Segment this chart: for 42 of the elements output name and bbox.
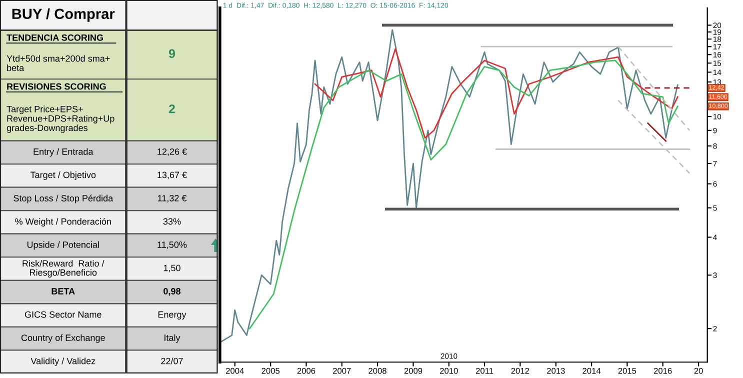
line-series: [220, 29, 678, 344]
line-series: [314, 48, 678, 139]
x-tick-label: 2014: [582, 368, 601, 374]
text: 1,50: [164, 264, 180, 272]
category-label: Upside / Potencial: [27, 241, 99, 250]
category-label: Validity / Validez: [30, 358, 96, 366]
category-label: Stop Loss / Stop Pérdida: [14, 194, 114, 204]
text: 22/07: [161, 358, 183, 364]
text: BUY / Comprar: [12, 8, 115, 22]
category-label: Target / Objetivo: [30, 171, 96, 180]
text: 12,26 €: [158, 148, 187, 156]
category-label: GICS Sector Name: [24, 311, 102, 318]
x-tick-label: 2010: [440, 368, 458, 374]
x-tick-label: 2007: [333, 368, 351, 374]
x-tick-label: 2009: [404, 368, 422, 374]
line-series: [249, 60, 678, 330]
text: 11,32 €: [158, 194, 187, 202]
category-label: % Weight / Ponderación: [15, 218, 111, 226]
category-label: Risk/Reward Ratio / Riesgo/Beneficio: [22, 260, 104, 278]
text: 0,98: [164, 288, 180, 296]
text: Italy: [164, 334, 180, 343]
text: 13,67 €: [158, 172, 187, 180]
x-tick-label: 2004: [226, 368, 244, 374]
x-tick-label: 2006: [297, 368, 316, 374]
x-tick-label: 2005: [262, 368, 280, 374]
category-label: Entry / Entrada: [34, 148, 94, 157]
text: 2: [168, 104, 175, 114]
x-tick-label: 2016: [654, 368, 672, 374]
category-label: TENDENCIA SCORING Ytd+50d sma+200d sma+ beta: [6, 34, 110, 72]
x-tick-label: 2013: [547, 368, 565, 374]
text: 33%: [163, 218, 181, 225]
x-tick-label: 20: [694, 368, 703, 374]
category-label: Country of Exchange: [21, 334, 105, 343]
text: Energy: [158, 311, 186, 320]
text: 11,50%: [158, 242, 187, 249]
text: 9: [168, 49, 175, 58]
x-tick-label: 2015: [618, 368, 636, 374]
category-label: REVISIONES SCORING Target Price+EPS+ Revenue+DPS+Rating+Up grades-Downgrades: [6, 83, 114, 133]
x-tick-label: 2008: [368, 368, 386, 374]
category-label: BETA: [52, 288, 75, 294]
x-tick-label: 2011: [476, 368, 494, 374]
x-tick-label: 2012: [511, 368, 530, 374]
